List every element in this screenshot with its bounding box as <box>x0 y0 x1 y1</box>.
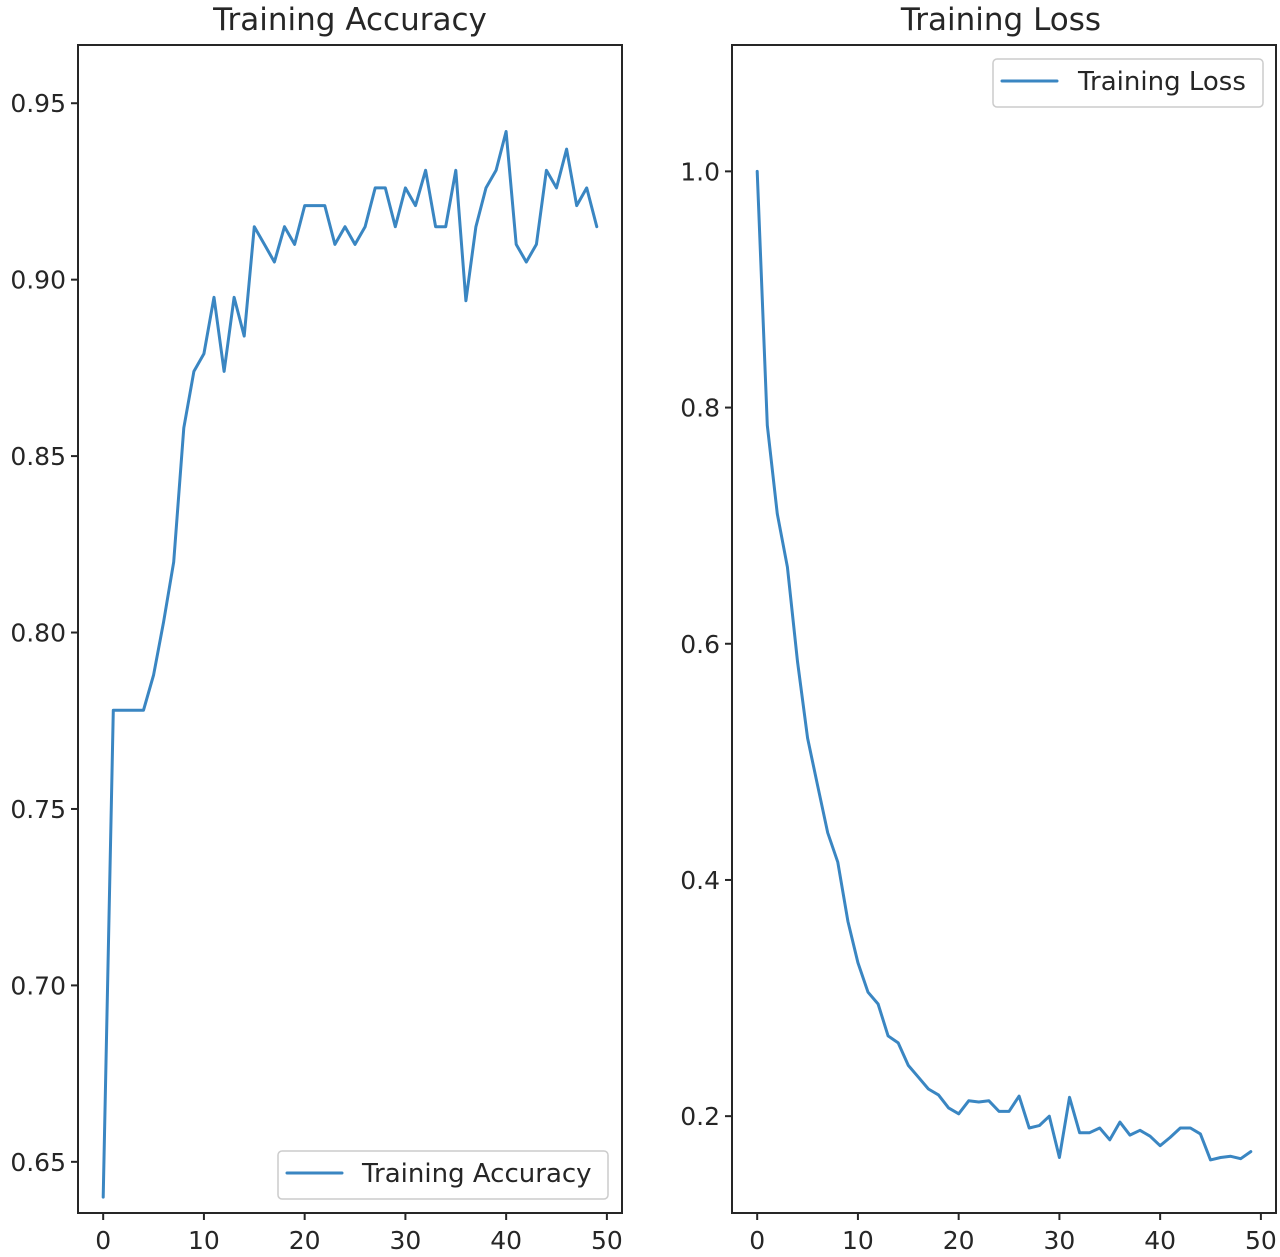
accuracy-legend-box <box>277 1150 609 1200</box>
accuracy-x-tick-label: 30 <box>390 1226 422 1255</box>
loss-legend-label: Training Loss <box>1077 67 1246 97</box>
accuracy-y-tick-label: 0.85 <box>10 442 66 471</box>
accuracy-x-tick-label: 20 <box>289 1226 321 1255</box>
loss-x-tick-label: 40 <box>1144 1226 1176 1255</box>
loss-x-tick-label: 50 <box>1245 1226 1277 1255</box>
loss-axes-frame <box>731 44 1277 1214</box>
accuracy-y-tick-label: 0.75 <box>10 795 66 824</box>
accuracy-chart-title: Training Accuracy <box>212 2 487 38</box>
accuracy-legend: Training Accuracy <box>277 1150 609 1200</box>
accuracy-y-ticks: 0.65 0.70 0.75 0.80 0.85 0.90 0.95 <box>10 89 78 1177</box>
loss-y-tick-label: 0.6 <box>680 630 720 659</box>
accuracy-series-line <box>101 130 599 1199</box>
loss-x-tick-label: 20 <box>943 1226 975 1255</box>
loss-legend: Training Loss <box>992 58 1264 108</box>
accuracy-y-tick-label: 0.80 <box>10 619 66 648</box>
loss-x-tick-label: 30 <box>1044 1226 1076 1255</box>
loss-y-tick-label: 0.4 <box>680 866 720 895</box>
accuracy-y-tick-label: 0.90 <box>10 266 66 295</box>
accuracy-x-tick-label: 10 <box>188 1226 220 1255</box>
loss-x-tick-label: 10 <box>842 1226 874 1255</box>
accuracy-x-tick-label: 50 <box>591 1226 623 1255</box>
loss-legend-box <box>992 58 1264 108</box>
loss-y-tick-label: 0.8 <box>680 394 720 423</box>
loss-y-ticks: 0.2 0.4 0.6 0.8 1.0 <box>680 157 732 1131</box>
accuracy-x-tick-label: 40 <box>490 1226 522 1255</box>
loss-x-tick-label: 0 <box>749 1226 765 1255</box>
accuracy-x-tick-label: 0 <box>95 1226 111 1255</box>
loss-series-line <box>755 169 1253 1162</box>
loss-x-ticks: 0 10 20 30 40 50 <box>749 1213 1277 1255</box>
accuracy-x-ticks: 0 10 20 30 40 50 <box>95 1213 623 1255</box>
loss-y-tick-label: 0.2 <box>680 1102 720 1131</box>
loss-chart-title: Training Loss <box>900 2 1101 38</box>
loss-chart: Training Loss 0.2 0.4 0.6 0.8 1.0 0 10 20 30 40 5… <box>680 2 1277 1255</box>
accuracy-y-tick-label: 0.65 <box>10 1148 66 1177</box>
loss-y-tick-label: 1.0 <box>680 157 720 186</box>
accuracy-y-tick-label: 0.95 <box>10 89 66 118</box>
accuracy-chart: Training Accuracy 0.650.700.750.800.850.… <box>10 2 623 1255</box>
accuracy-axes-frame <box>77 44 623 1214</box>
accuracy-y-tick-label: 0.70 <box>10 971 66 1000</box>
accuracy-legend-label: Training Accuracy <box>361 1159 592 1189</box>
